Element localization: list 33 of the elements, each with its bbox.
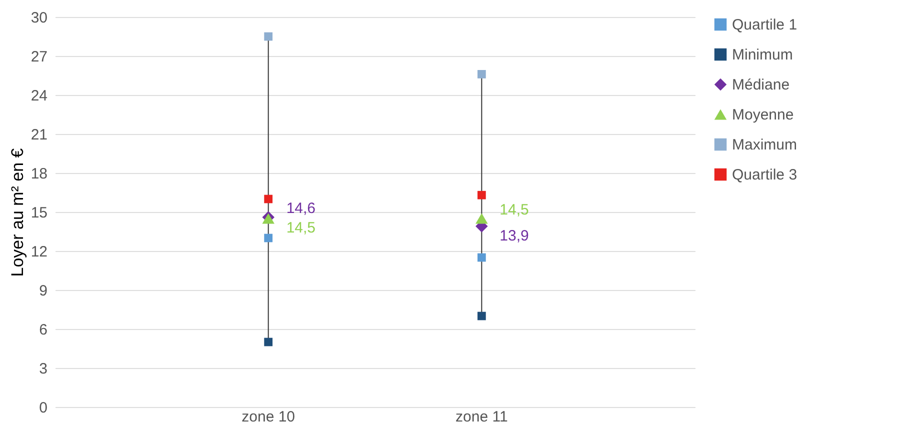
legend-label: Médiane xyxy=(732,76,790,94)
legend-label: Minimum xyxy=(732,46,793,64)
point xyxy=(264,234,273,242)
point xyxy=(264,194,273,204)
legend-label: Maximum xyxy=(732,136,798,154)
data-label: 13,9 xyxy=(500,227,529,244)
y-tick-label: 12 xyxy=(30,244,48,260)
legend-label: Quartile 3 xyxy=(732,166,798,184)
y-axis-title: Loyer au m² en € xyxy=(8,148,27,277)
data-label: 14,5 xyxy=(286,220,316,236)
x-tick-label: zone 10 xyxy=(242,408,296,426)
y-tick-label: 9 xyxy=(39,282,48,300)
y-tick-label: 27 xyxy=(30,48,48,66)
y-tick-label: 6 xyxy=(39,322,48,338)
point xyxy=(477,312,486,320)
y-tick-label: 24 xyxy=(30,88,48,104)
data-label: 14,5 xyxy=(500,202,529,218)
point xyxy=(264,32,273,41)
y-tick-label: 30 xyxy=(30,10,48,26)
y-tick-label: 15 xyxy=(30,204,48,222)
point xyxy=(477,190,486,200)
y-tick-label: 3 xyxy=(39,360,48,378)
legend-label: Quartile 1 xyxy=(732,16,798,34)
data-label: 14,6 xyxy=(286,200,316,218)
point xyxy=(476,213,488,224)
x-tick-label: zone 11 xyxy=(456,408,508,426)
legend-label: Moyenne xyxy=(732,106,794,124)
y-tick-label: 0 xyxy=(39,400,48,416)
y-tick-label: 18 xyxy=(30,166,48,182)
point xyxy=(264,338,273,346)
point xyxy=(477,70,486,78)
point xyxy=(477,253,486,262)
y-tick-label: 21 xyxy=(30,126,48,144)
